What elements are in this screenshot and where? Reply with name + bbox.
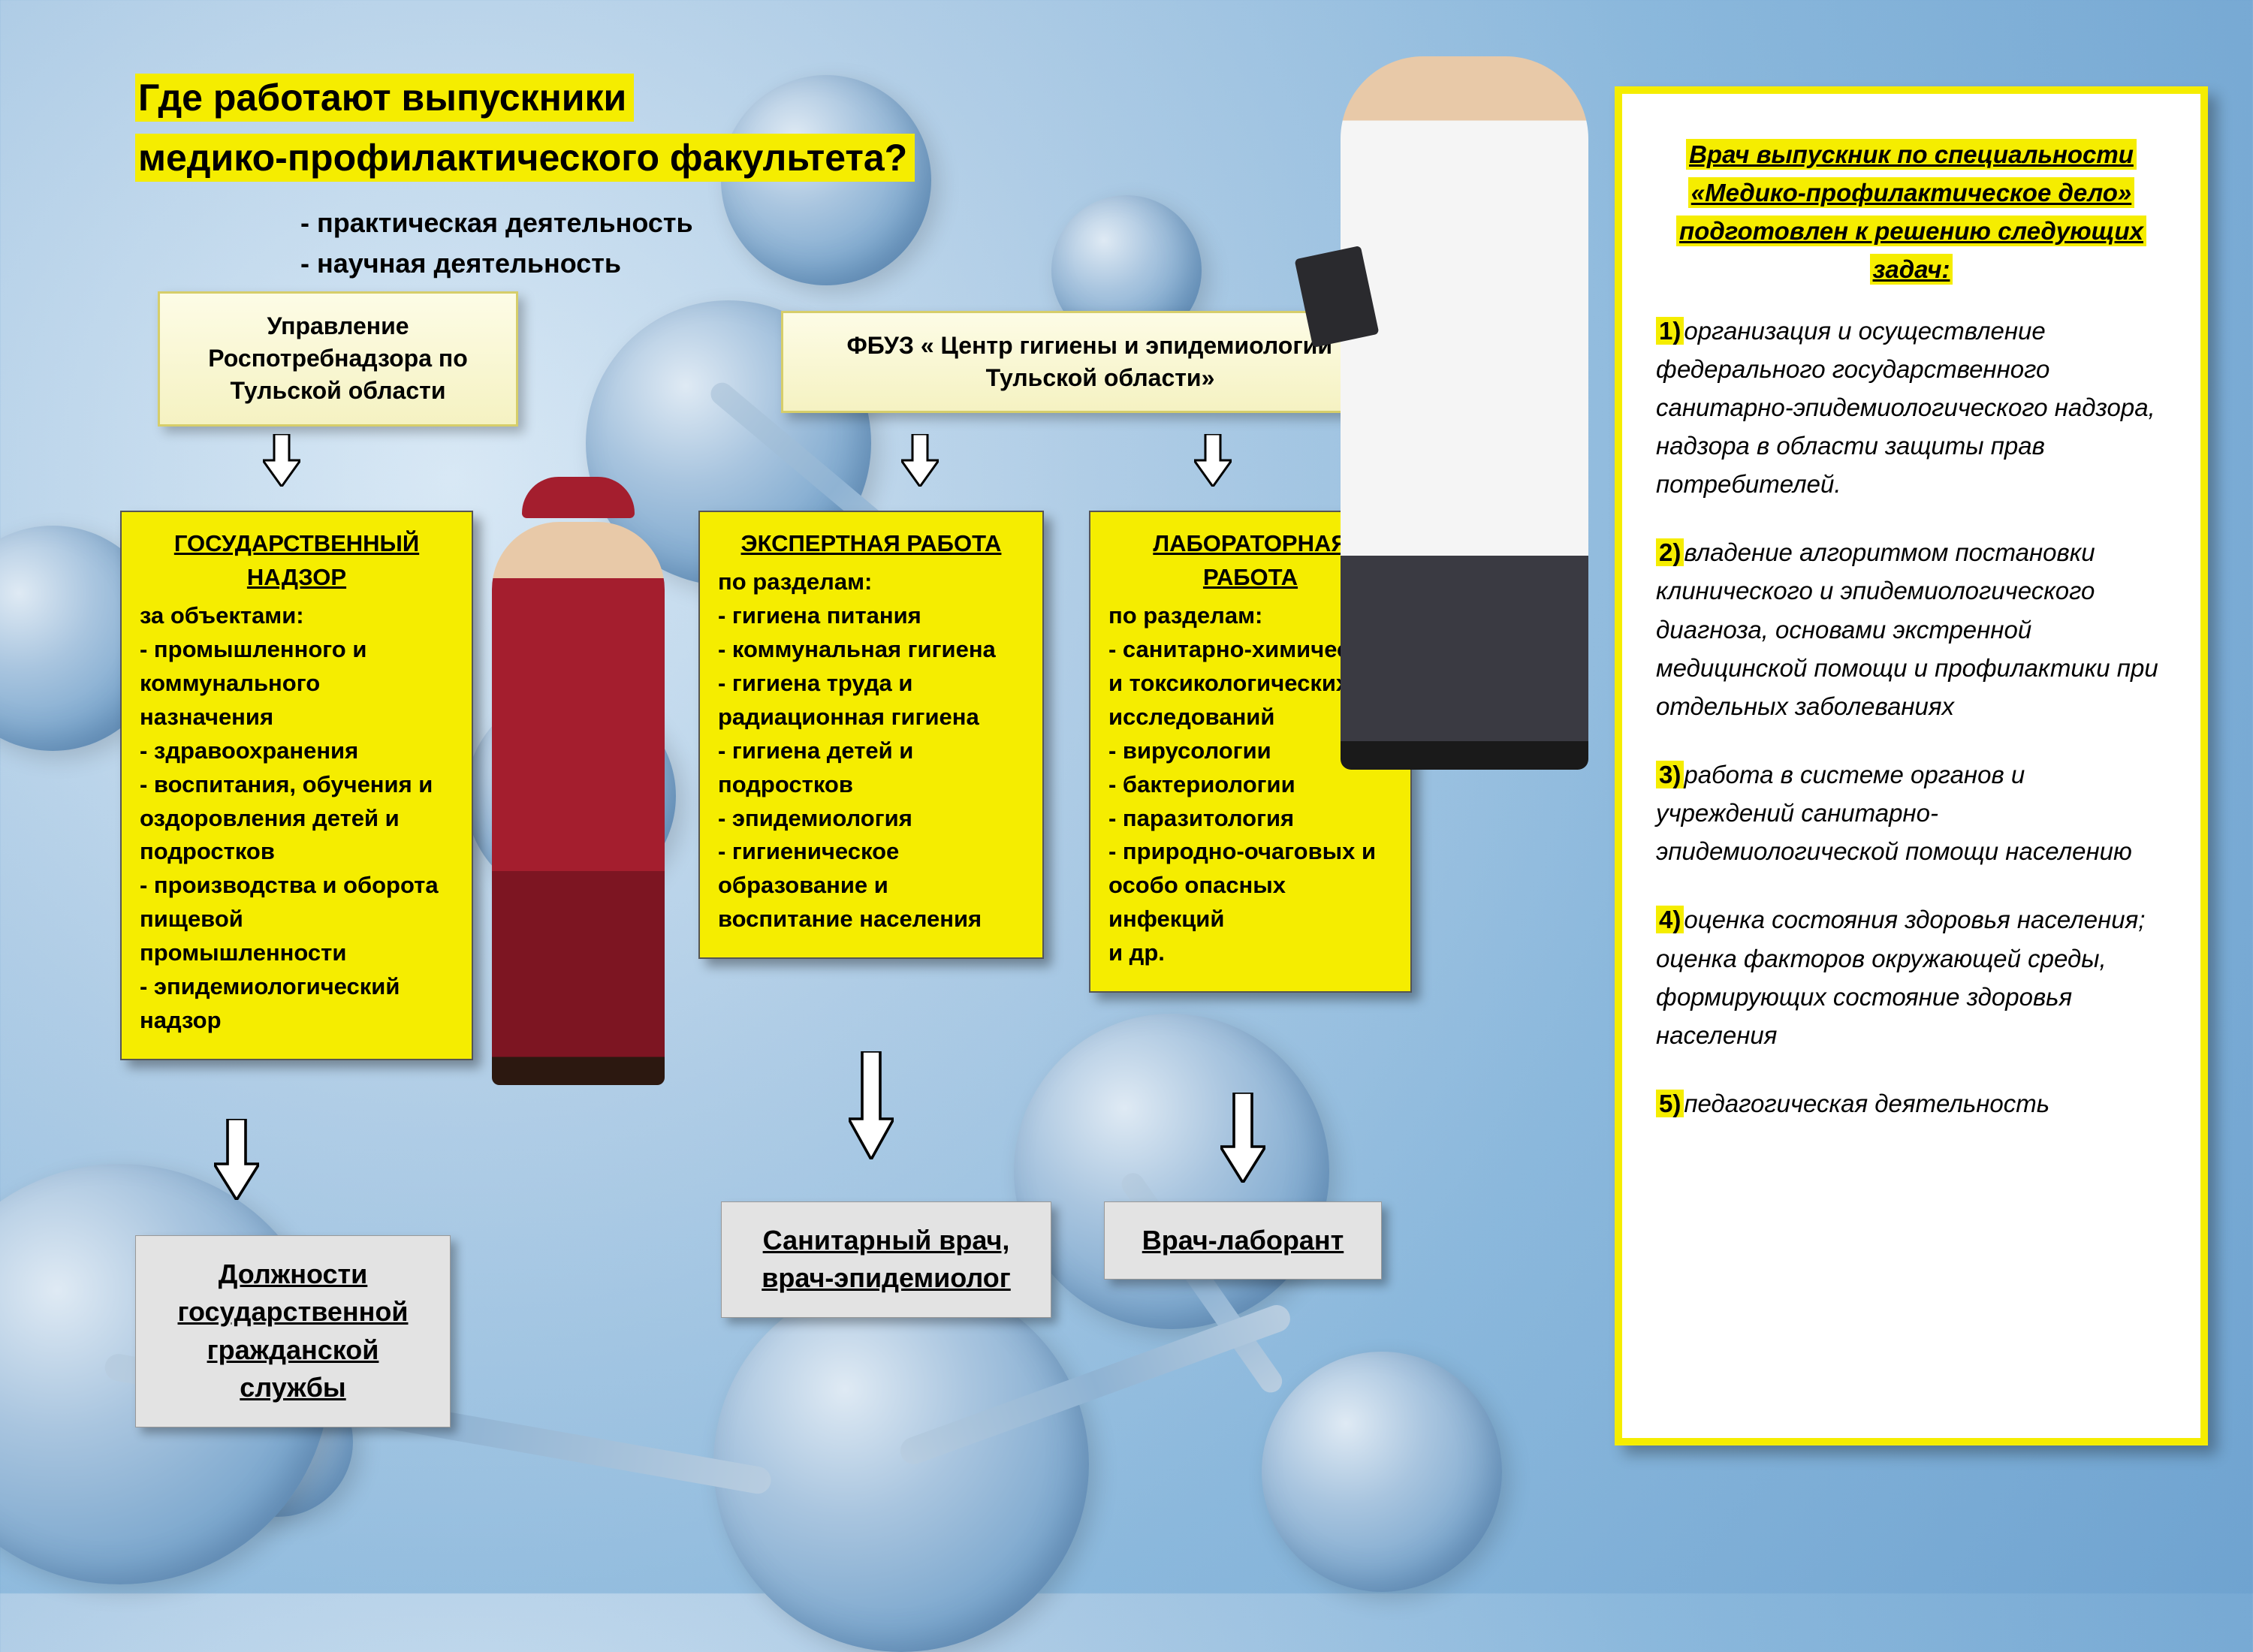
task-text: организация и осуществление федерального… [1656, 317, 2155, 499]
result-lab-doctor: Врач-лаборант [1104, 1201, 1382, 1280]
title-line-2: медико-профилактического факультета? [135, 134, 915, 182]
sidebar-task-2: 2)владение алгоритмом постановки клиниче… [1656, 533, 2167, 725]
card-expert-work: ЭКСПЕРТНАЯ РАБОТА по разделам: - гигиена… [698, 511, 1044, 959]
task-text: работа в системе органов и учреждений са… [1656, 761, 2132, 865]
arrow-down-icon [1194, 434, 1232, 487]
task-num: 2) [1656, 538, 1684, 566]
card-state-supervision: ГОСУДАРСТВЕННЫЙ НАДЗОР за объектами: - п… [120, 511, 473, 1060]
card-items: - гигиена питания - коммунальная гигиена… [718, 599, 1024, 936]
sidebar-title-l1: Врач выпускник по специальности [1686, 139, 2137, 170]
list-item: и др. [1108, 936, 1392, 970]
task-num: 1) [1656, 317, 1684, 345]
sidebar-title-l3: подготовлен к решению следующих [1676, 216, 2146, 246]
result-text: Санитарный врач, врач-эпидемиолог [762, 1225, 1011, 1293]
task-text: владение алгоритмом постановки клиническ… [1656, 538, 2158, 720]
list-item: - гигиеническое образование и воспитание… [718, 835, 1024, 936]
list-item: - здравоохранения [140, 734, 454, 768]
list-item: - гигиена труда и радиационная гигиена [718, 667, 1024, 734]
infographic-canvas: Где работают выпускники медико-профилакт… [0, 0, 2253, 1593]
arrow-down-icon [263, 434, 300, 487]
result-sanitary-doctor: Санитарный врач, врач-эпидемиолог [721, 1201, 1051, 1318]
arrow-down-icon [214, 1119, 259, 1200]
subpoint-1: - практическая деятельность [300, 203, 1262, 243]
card-heading: ГОСУДАРСТВЕННЫЙ НАДЗОР [140, 527, 454, 595]
list-item: - бактериологии [1108, 768, 1392, 802]
list-item: - эпидемиологический надзор [140, 970, 454, 1038]
arrow-down-icon [1220, 1093, 1265, 1183]
result-text: Должности государственной гражданской сл… [178, 1259, 409, 1403]
subpoint-2: - научная деятельность [300, 243, 1262, 284]
org-right-text: ФБУЗ « Центр гигиены и эпидемиологии в Т… [846, 332, 1353, 391]
list-item: - промышленного и коммунального назначен… [140, 633, 454, 734]
org-left-text: Управление Роспотребнадзора по Тульской … [208, 312, 468, 404]
sidebar-task-5: 5)педагогическая деятельность [1656, 1084, 2167, 1123]
doctor-figure-icon [1341, 56, 1588, 770]
card-lead: за объектами: [140, 599, 454, 633]
officer-figure-icon [492, 522, 665, 1085]
card-lead: по разделам: [718, 565, 1024, 599]
task-text: оценка состояния здоровья населения; оце… [1656, 906, 2145, 1048]
list-item: - гигиена питания [718, 599, 1024, 633]
task-num: 5) [1656, 1090, 1684, 1117]
title-line-1: Где работают выпускники [135, 74, 634, 122]
list-item: - паразитология [1108, 802, 1392, 836]
card-heading: ЭКСПЕРТНАЯ РАБОТА [718, 527, 1024, 561]
arrow-down-icon [901, 434, 939, 487]
list-item: - воспитания, обучения и оздоровления де… [140, 768, 454, 870]
sidebar-task-3: 3)работа в системе органов и учреждений … [1656, 755, 2167, 870]
tasks-sidebar: Врач выпускник по специальности «Медико-… [1615, 86, 2208, 1446]
page-title: Где работают выпускники медико-профилакт… [135, 68, 1262, 188]
sidebar-task-4: 4)оценка состояния здоровья населения; о… [1656, 900, 2167, 1054]
arrow-down-icon [849, 1051, 894, 1159]
list-item: - коммунальная гигиена [718, 633, 1024, 667]
title-subpoints: - практическая деятельность - научная де… [300, 203, 1262, 284]
task-num: 3) [1656, 761, 1684, 788]
list-item: - природно-очаговых и особо опасных инфе… [1108, 835, 1392, 936]
org-box-rospotrebnadzor: Управление Роспотребнадзора по Тульской … [158, 291, 518, 427]
card-items: - промышленного и коммунального назначен… [140, 633, 454, 1038]
list-item: - эпидемиология [718, 802, 1024, 836]
task-text: педагогическая деятельность [1684, 1090, 2049, 1117]
list-item: - производства и оборота пищевой промышл… [140, 869, 454, 970]
sidebar-title-l2: «Медико-профилактическое дело» [1688, 177, 2134, 208]
result-text: Врач-лаборант [1142, 1225, 1344, 1256]
sidebar-title: Врач выпускник по специальности «Медико-… [1656, 135, 2167, 289]
title-block: Где работают выпускники медико-профилакт… [135, 68, 1262, 284]
sidebar-title-l4: задач: [1870, 254, 1953, 285]
sidebar-task-1: 1)организация и осуществление федерально… [1656, 312, 2167, 504]
task-num: 4) [1656, 906, 1684, 933]
result-civil-service: Должности государственной гражданской сл… [135, 1235, 451, 1427]
list-item: - гигиена детей и подростков [718, 734, 1024, 802]
